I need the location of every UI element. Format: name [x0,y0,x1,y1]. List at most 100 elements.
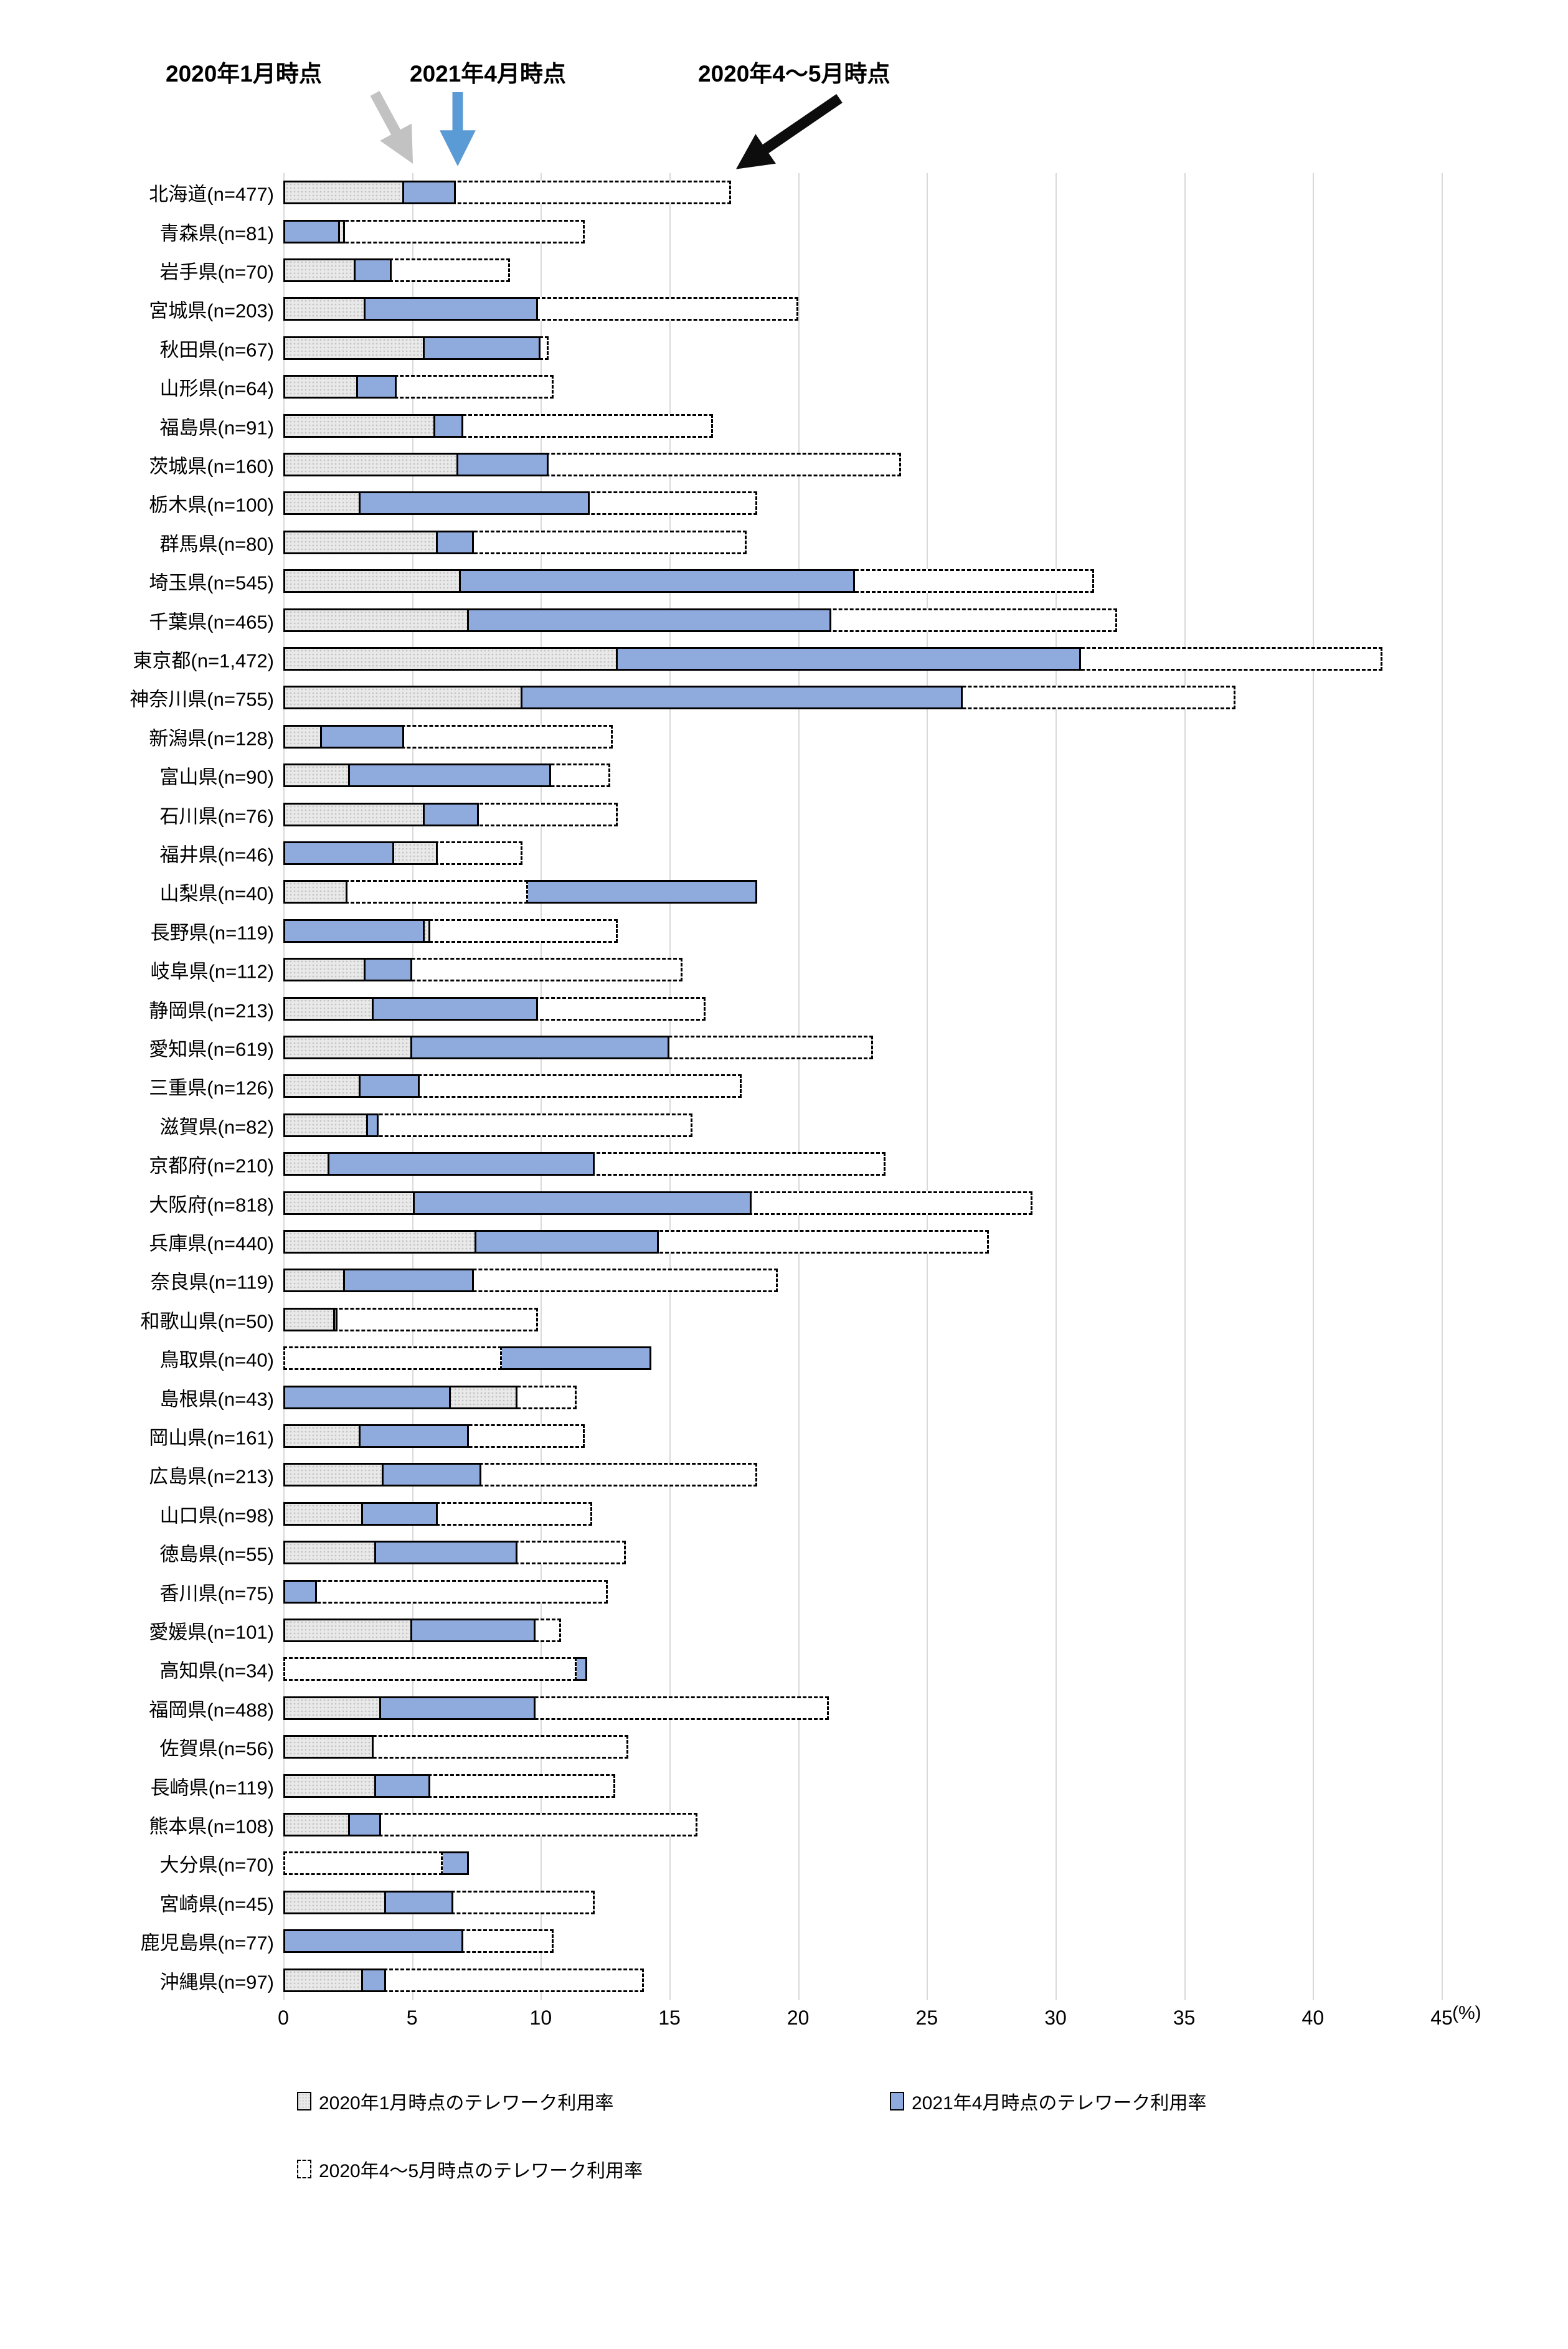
bar-aprmay2020 [283,1851,443,1876]
chart-row: 鹿児島県(n=77) [0,1922,1568,1960]
bar-jan2020 [283,1307,335,1331]
row-label: 鳥取県(n=40) [159,1349,274,1371]
legend-swatch-apr2021-icon [890,2092,904,2110]
row-label: 三重県(n=126) [149,1077,274,1099]
row-label: 富山県(n=90) [159,766,274,788]
bar-track [283,491,1466,516]
row-label: 北海道(n=477) [149,183,274,206]
bar-track [283,1501,1466,1526]
x-tick-10: 10 [529,2006,552,2029]
chart-row: 徳島県(n=55) [0,1533,1568,1572]
bar-track [283,375,1466,399]
chart-row: 滋賀県(n=82) [0,1106,1568,1145]
bar-track [283,1968,1466,1992]
annotation-aprmay2020: 2020年4～5月時点 [698,61,890,87]
gridline-40 [1313,173,1315,2000]
bar-track [283,996,1466,1021]
row-label: 宮崎県(n=45) [159,1893,274,1916]
bar-apr2021 [283,841,394,865]
chart-row: 千葉県(n=465) [0,600,1568,639]
bar-track [283,608,1466,632]
bar-jan2020 [283,1501,364,1526]
bar-track [283,414,1466,438]
black-arrow-icon [735,93,843,169]
bar-jan2020 [283,530,438,554]
bar-track [283,569,1466,593]
plot-area: 北海道(n=477) 青森県(n=81) 岩手県(n=70) 宮城県(n=203) 秋田… [0,173,1568,2000]
row-label: 岡山県(n=161) [149,1427,274,1449]
bar-track [283,1618,1466,1642]
row-label: 島根県(n=43) [159,1388,274,1411]
row-label: 熊本県(n=108) [149,1815,274,1838]
bar-apr2021 [283,919,425,943]
bar-jan2020 [283,1812,351,1836]
bar-jan2020 [283,1074,361,1099]
bar-jan2020 [283,1541,376,1565]
chart-row: 宮崎県(n=45) [0,1883,1568,1922]
chart-row: 奈良県(n=119) [0,1261,1568,1300]
gridline-45 [1441,173,1443,2000]
bar-track [283,258,1466,282]
gridline-30 [1055,173,1057,2000]
chart-row: 島根県(n=43) [0,1378,1568,1416]
chart-row: 山形県(n=64) [0,367,1568,406]
bar-jan2020 [283,1191,415,1215]
row-label: 高知県(n=34) [159,1660,274,1682]
row-label: 大分県(n=70) [159,1854,274,1876]
bar-track [283,1307,1466,1331]
bar-jan2020 [283,452,459,476]
bar-jan2020 [283,181,405,205]
row-label: 新潟県(n=128) [149,727,274,750]
row-label: 鹿児島県(n=77) [140,1932,274,1954]
row-label: 静岡県(n=213) [149,1000,274,1022]
row-label: 京都府(n=210) [149,1155,274,1177]
chart-row: 長崎県(n=119) [0,1766,1568,1805]
chart-row: 京都府(n=210) [0,1145,1568,1183]
bar-track [283,958,1466,982]
bar-jan2020 [283,414,435,438]
row-label: 和歌山県(n=50) [140,1310,274,1333]
bar-track [283,1463,1466,1487]
chart-row: 神奈川県(n=755) [0,678,1568,717]
x-tick-45: 45 [1430,2006,1453,2029]
bar-track [283,1541,1466,1565]
row-label: 神奈川県(n=755) [130,688,274,711]
chart-row: 長野県(n=119) [0,912,1568,950]
bar-track [283,1269,1466,1293]
bar-track [283,1229,1466,1254]
bar-apr2021 [283,1385,451,1409]
chart-row: 石川県(n=76) [0,795,1568,833]
row-label: 秋田県(n=67) [159,339,274,361]
gridline-25 [927,173,928,2000]
x-tick-0: 0 [278,2006,289,2029]
row-label: 奈良県(n=119) [150,1271,274,1293]
chart-row: 宮城県(n=203) [0,290,1568,328]
bar-track [283,880,1466,904]
bar-jan2020 [283,1890,387,1914]
chart-row: 愛媛県(n=101) [0,1611,1568,1650]
row-label: 青森県(n=81) [159,222,274,245]
chart-row: 大阪府(n=818) [0,1183,1568,1222]
row-label: 愛知県(n=619) [149,1038,274,1061]
row-label: 長野県(n=119) [150,922,274,944]
bar-jan2020 [283,686,523,710]
legend-item-apr2021: 2021年4月時点のテレワーク利用率 [890,2087,1206,2115]
bar-track [283,763,1466,788]
legend-label-aprmay2020: 2020年4～5月時点のテレワーク利用率 [319,2161,643,2181]
bar-track [283,841,1466,865]
bar-jan2020 [283,880,348,904]
chart-row: 沖縄県(n=97) [0,1960,1568,1999]
row-label: 福井県(n=46) [159,844,274,866]
bar-track [283,1696,1466,1720]
bar-apr2021 [283,1579,317,1604]
row-label: 宮城県(n=203) [149,300,274,322]
row-label: 千葉県(n=465) [149,611,274,633]
chart-row: 群馬県(n=80) [0,523,1568,562]
chart-row: 愛知県(n=619) [0,1028,1568,1067]
bar-aprmay2020 [283,1657,577,1681]
legend-item-jan2020: 2020年1月時点のテレワーク利用率 [297,2087,613,2115]
chart-row: 広島県(n=213) [0,1455,1568,1494]
chart-row: 新潟県(n=128) [0,717,1568,756]
legend-item-aprmay2020: 2020年4～5月時点のテレワーク利用率 [297,2155,643,2183]
row-label: 大阪府(n=818) [149,1194,274,1216]
